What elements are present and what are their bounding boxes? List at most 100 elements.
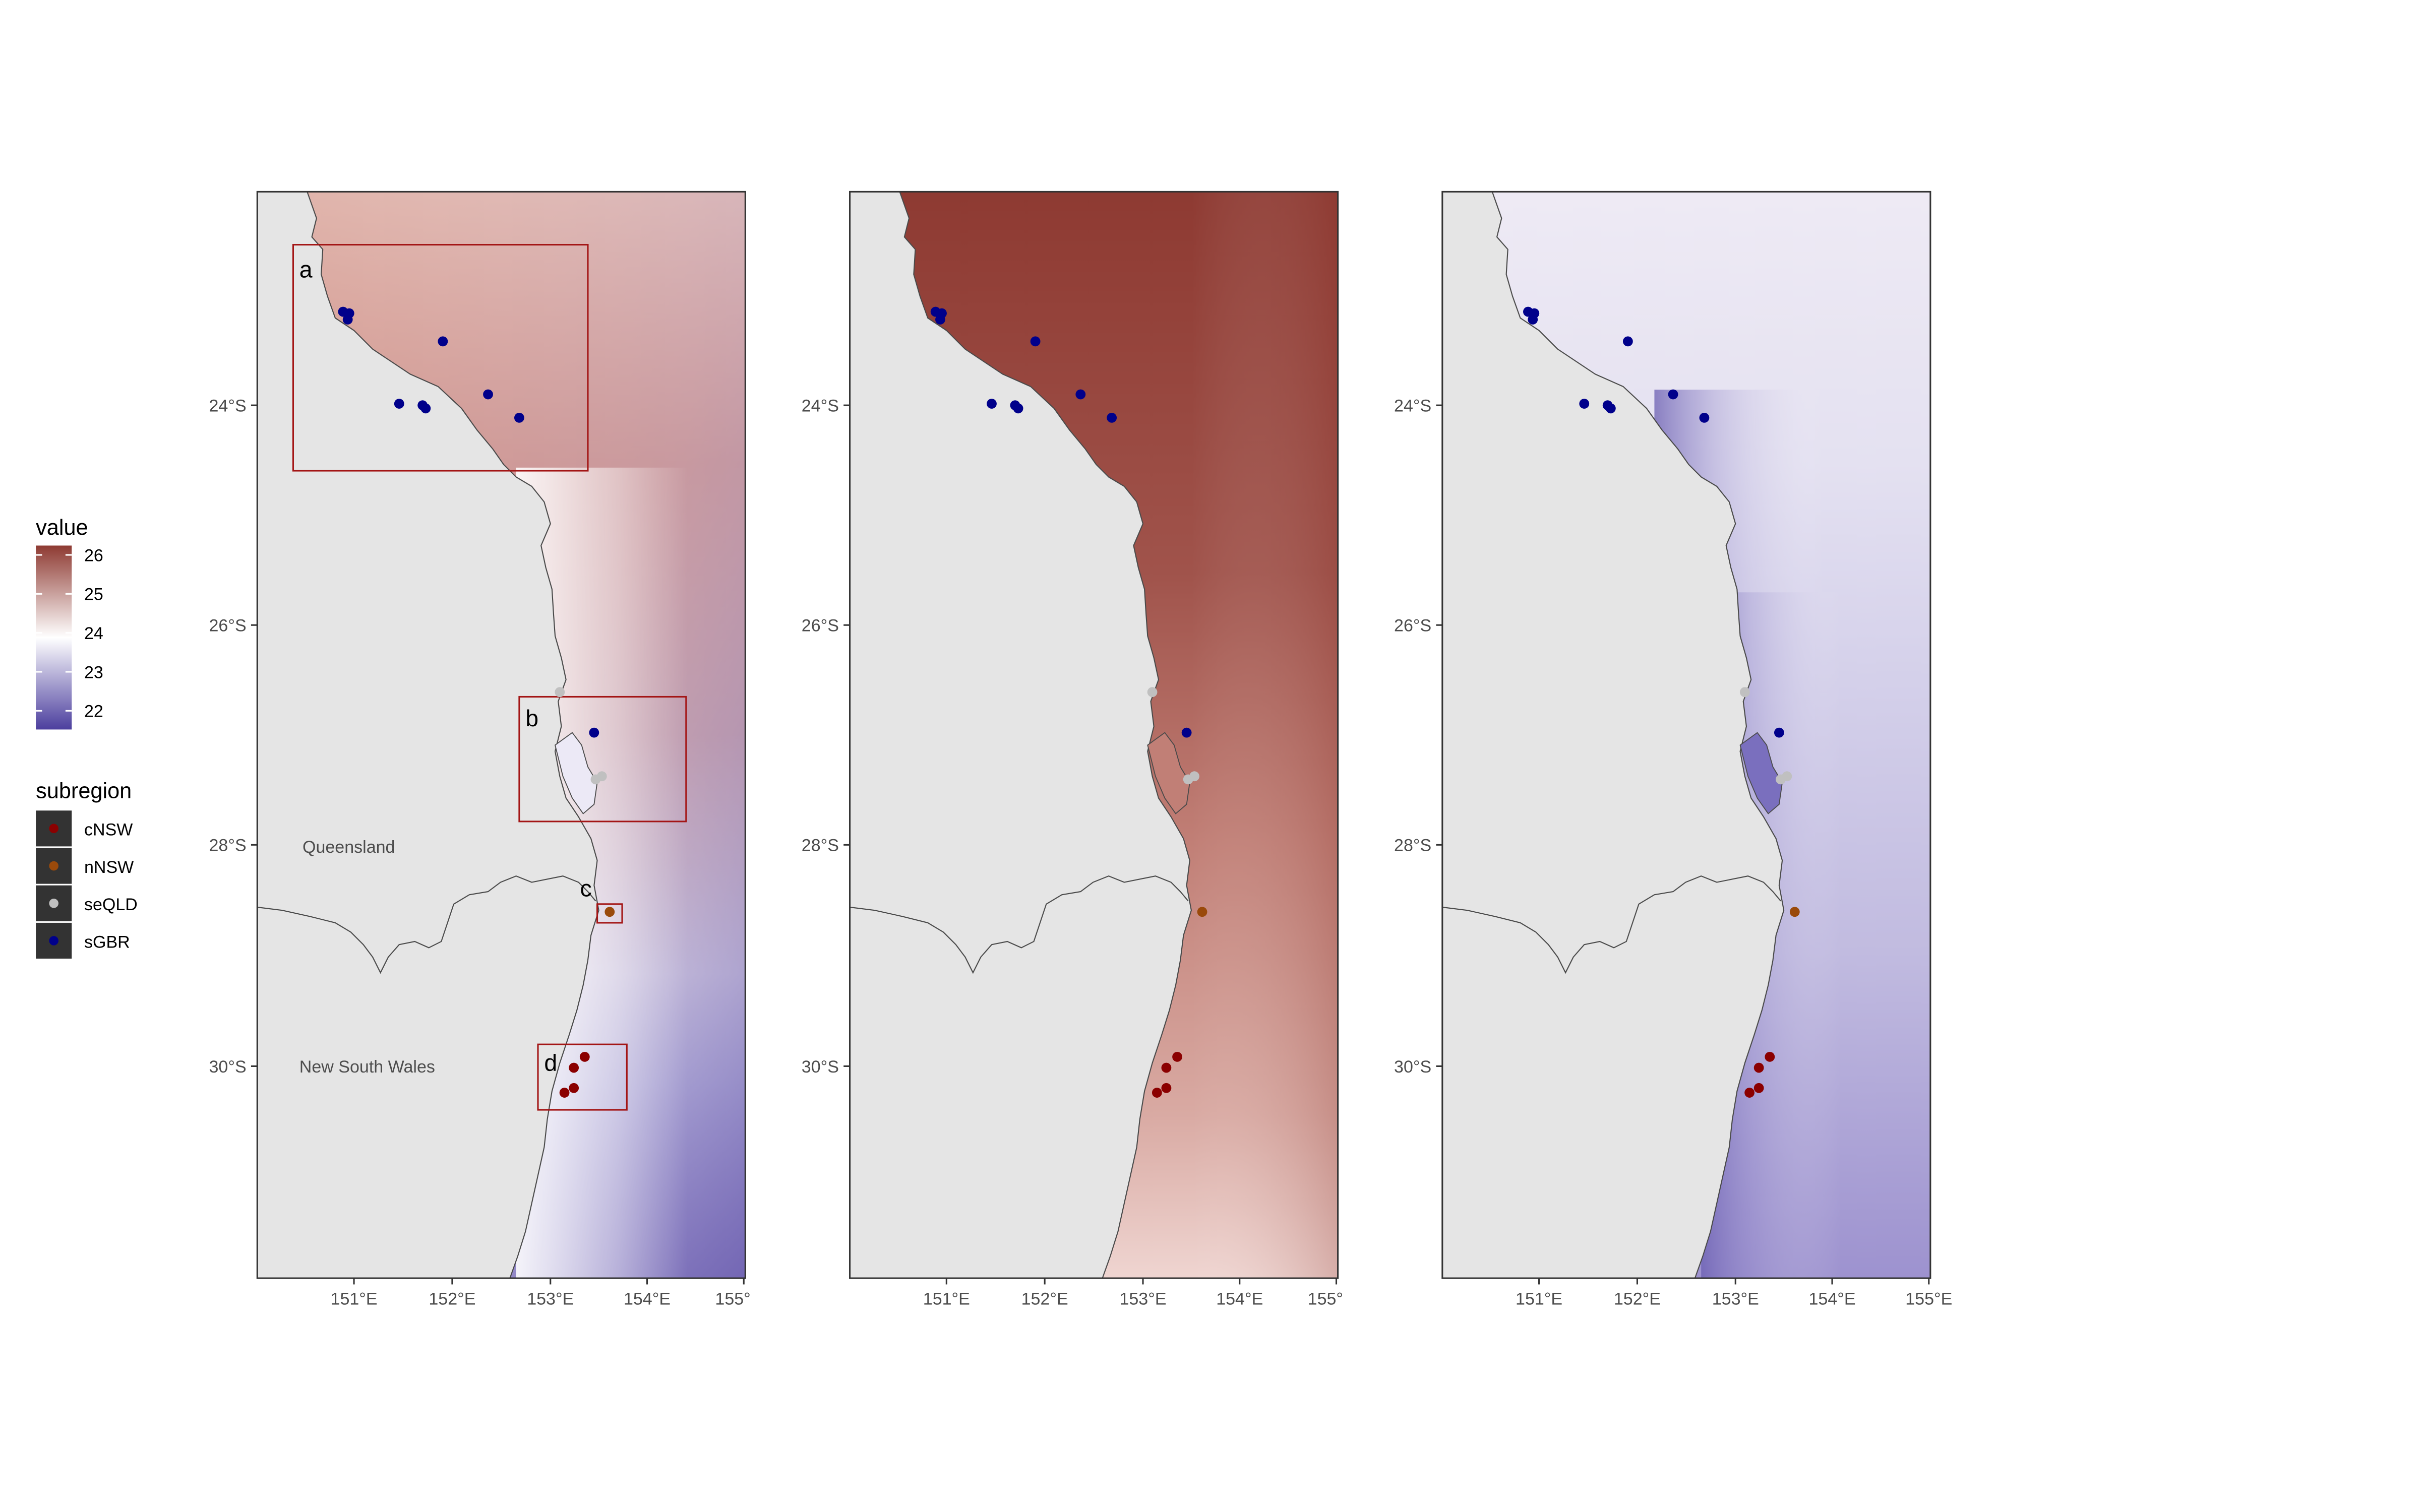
lon-tick-label: 153°E	[1712, 1290, 1759, 1309]
site-point	[590, 774, 601, 785]
water-inlet	[1739, 732, 1783, 814]
legend-key-nnsw: nNSW	[36, 848, 134, 884]
site-point	[1744, 1088, 1754, 1098]
legend-subregion-title: subregion	[36, 779, 132, 803]
lon-tick-label: 154°E	[1808, 1290, 1855, 1309]
legend-tick-26: 26	[84, 546, 103, 565]
legend-label-cnsw: cNSW	[84, 821, 133, 840]
site-point	[514, 412, 524, 423]
site-point	[1107, 412, 1117, 423]
site-point	[935, 314, 945, 325]
site-point	[1739, 687, 1750, 698]
state-border	[257, 875, 596, 974]
site-point	[1075, 389, 1086, 400]
lon-axis: 151°E 152°E 153°E 154°E 155°	[331, 1278, 751, 1309]
lon-tick-label: 153°E	[1119, 1290, 1166, 1309]
site-point	[589, 727, 599, 738]
inset-box-c	[596, 903, 623, 924]
site-point	[394, 399, 404, 409]
label-nsw: New South Wales	[299, 1057, 435, 1077]
legend-colorbar	[36, 545, 72, 730]
inset-box-b	[518, 696, 687, 823]
legend-label-sgbr: sGBR	[84, 932, 130, 952]
site-point	[1668, 389, 1678, 400]
state-border	[1442, 875, 1781, 974]
site-point	[1699, 412, 1710, 423]
lat-tick-label: 24°S	[802, 396, 839, 415]
site-point	[569, 1062, 579, 1073]
land-mass	[257, 192, 599, 1279]
map-panel-3: 24°S 26°S 28°S 30°S 151°E 152°E 153°E 15…	[1394, 191, 1952, 1309]
site-point	[1528, 314, 1538, 325]
lon-tick-label: 152°E	[1021, 1290, 1068, 1309]
lon-tick-label: 154°E	[1216, 1290, 1263, 1309]
panel-frame	[256, 191, 746, 1279]
site-point	[1172, 1052, 1182, 1062]
site-point	[1183, 774, 1193, 785]
lon-axis: 151°E 152°E 153°E 154°E 155°E	[1516, 1278, 1952, 1309]
lat-tick-label: 30°S	[1394, 1057, 1431, 1077]
lat-tick-label: 26°S	[1394, 616, 1431, 636]
lon-tick-label: 155°	[715, 1290, 750, 1309]
legend-value-title: value	[36, 516, 88, 540]
legend-key-cnsw: cNSW	[36, 810, 133, 847]
lat-tick-label: 30°S	[209, 1057, 247, 1077]
panel-frame	[1441, 191, 1931, 1279]
lat-tick-label: 28°S	[802, 836, 839, 855]
land-mass	[850, 192, 1192, 1279]
legend-key-seqld: seQLD	[36, 885, 138, 921]
water-inlet	[554, 732, 598, 814]
legend-tick-22: 22	[84, 702, 103, 721]
legend-key-sgbr: sGBR	[36, 922, 130, 959]
site-point	[1774, 727, 1784, 738]
panel-frame	[849, 191, 1339, 1279]
site-point	[1147, 687, 1158, 698]
site-point	[1197, 907, 1207, 917]
lat-axis: 24°S 26°S 28°S 30°S	[802, 396, 850, 1077]
inset-label-b: b	[525, 705, 538, 731]
lon-tick-label: 151°E	[1516, 1290, 1562, 1309]
lat-tick-label: 26°S	[209, 616, 247, 636]
legend-colorbar-ticks	[36, 554, 72, 712]
site-points	[1523, 306, 1800, 1098]
site-points	[338, 306, 615, 1098]
site-point	[559, 1088, 570, 1098]
site-point	[1789, 907, 1800, 917]
map-panel-1: a b c d Queensland New South Wales	[209, 191, 751, 1309]
lat-tick-label: 30°S	[802, 1057, 839, 1077]
site-point	[579, 1052, 590, 1062]
lon-tick-label: 152°E	[429, 1290, 475, 1309]
site-point	[342, 314, 353, 325]
site-point	[1161, 1062, 1172, 1073]
inset-box-d	[537, 1043, 628, 1111]
lon-tick-label: 153°E	[527, 1290, 574, 1309]
inset-box-a	[292, 244, 589, 472]
lon-tick-label: 154°E	[624, 1290, 671, 1309]
site-point	[1181, 727, 1192, 738]
lat-tick-label: 28°S	[209, 836, 247, 855]
legend-label-nnsw: nNSW	[84, 858, 134, 877]
inset-boxes	[292, 244, 687, 1111]
site-point	[1161, 1083, 1172, 1093]
lat-axis: 24°S 26°S 28°S 30°S	[1394, 396, 1442, 1077]
site-point	[987, 399, 997, 409]
lon-tick-label: 155°	[1308, 1290, 1343, 1309]
legend-tick-25: 25	[84, 585, 103, 604]
lon-axis: 151°E 152°E 153°E 154°E 155°	[923, 1278, 1343, 1309]
site-point	[1013, 403, 1023, 414]
inset-label-d: d	[544, 1050, 557, 1076]
site-point	[1753, 1083, 1764, 1093]
site-point	[1030, 336, 1041, 347]
site-point	[569, 1083, 579, 1093]
inset-label-a: a	[299, 257, 313, 283]
lat-tick-label: 24°S	[209, 396, 247, 415]
inset-label-c: c	[580, 875, 592, 901]
site-point	[1776, 774, 1786, 785]
water-inlet	[1147, 732, 1190, 814]
site-point	[1152, 1088, 1162, 1098]
site-point	[420, 403, 431, 414]
site-point	[1605, 403, 1616, 414]
site-point	[1765, 1052, 1775, 1062]
site-point	[555, 687, 565, 698]
